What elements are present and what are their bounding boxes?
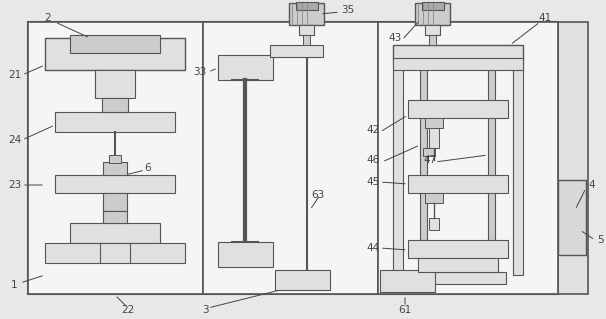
Bar <box>28 22 558 294</box>
Text: 35: 35 <box>341 5 355 15</box>
Text: 6: 6 <box>145 163 152 173</box>
Text: 23: 23 <box>8 180 22 190</box>
Bar <box>218 55 273 80</box>
Bar <box>420 60 427 275</box>
Bar <box>425 118 443 128</box>
Bar <box>408 240 508 258</box>
Bar <box>488 60 495 275</box>
Text: 63: 63 <box>311 190 325 200</box>
Bar <box>55 112 175 132</box>
Text: 61: 61 <box>398 305 411 315</box>
Bar <box>429 35 436 45</box>
Bar <box>103 193 127 211</box>
Text: 44: 44 <box>367 243 379 253</box>
Text: 3: 3 <box>202 305 208 315</box>
Bar <box>425 193 443 203</box>
Text: 43: 43 <box>388 33 402 43</box>
Bar <box>408 100 508 118</box>
Text: 45: 45 <box>367 177 379 187</box>
Bar <box>28 22 203 294</box>
Text: 33: 33 <box>193 67 207 77</box>
Text: 1: 1 <box>11 280 18 290</box>
Bar <box>270 45 323 57</box>
Bar <box>513 60 523 275</box>
Bar <box>418 258 498 272</box>
Bar <box>218 242 273 267</box>
Text: 22: 22 <box>121 305 135 315</box>
Bar <box>203 22 378 294</box>
Bar <box>45 243 185 263</box>
Bar <box>429 218 439 230</box>
Bar <box>45 38 185 70</box>
Bar <box>410 272 506 284</box>
Bar <box>422 2 444 10</box>
Bar <box>393 58 523 70</box>
Bar <box>70 35 160 53</box>
Text: 21: 21 <box>8 70 22 80</box>
Bar <box>393 60 403 275</box>
Text: 42: 42 <box>367 125 379 135</box>
Bar <box>275 270 330 290</box>
Bar <box>378 22 558 294</box>
Bar <box>296 2 318 10</box>
Bar <box>103 162 127 175</box>
Bar <box>429 128 439 148</box>
Text: 46: 46 <box>367 155 379 165</box>
Text: 47: 47 <box>424 155 437 165</box>
Bar <box>303 35 310 45</box>
Bar <box>299 25 314 35</box>
Bar <box>558 180 586 255</box>
Bar <box>70 223 160 243</box>
Text: 41: 41 <box>538 13 551 23</box>
Text: 2: 2 <box>45 13 52 23</box>
Bar <box>289 3 324 25</box>
Bar <box>423 148 435 156</box>
Bar <box>55 175 175 193</box>
Text: 24: 24 <box>8 135 22 145</box>
Bar <box>408 175 508 193</box>
Bar <box>380 270 435 292</box>
Bar <box>103 211 127 223</box>
Bar <box>415 3 450 25</box>
Bar <box>95 70 135 98</box>
Bar <box>109 155 121 163</box>
Text: 5: 5 <box>597 235 604 245</box>
Bar <box>393 45 523 60</box>
Bar <box>558 22 588 294</box>
Bar <box>425 25 440 35</box>
Text: 4: 4 <box>588 180 595 190</box>
Bar <box>102 98 128 112</box>
